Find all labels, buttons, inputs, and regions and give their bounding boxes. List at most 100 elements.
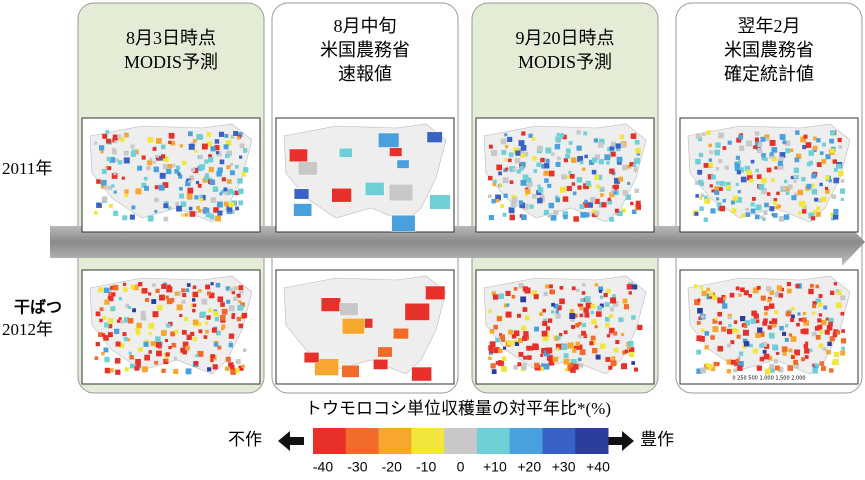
legend-tick-label: 0 <box>457 459 465 475</box>
map-cell <box>592 348 597 353</box>
map-cell <box>168 346 171 349</box>
map-cell <box>506 303 509 306</box>
map-cell <box>142 156 146 160</box>
map-cell <box>154 210 157 213</box>
map-cell <box>225 154 229 158</box>
map-cell <box>141 315 147 321</box>
map-cell <box>591 304 596 309</box>
map-cell <box>726 185 731 190</box>
map-cell <box>488 194 492 198</box>
map-cell <box>744 325 747 328</box>
map-cell <box>240 144 245 149</box>
legend-swatch <box>379 428 412 454</box>
map-cell <box>378 133 399 148</box>
map-cell <box>791 336 797 342</box>
map-cell <box>816 206 820 210</box>
map-cell <box>812 304 816 308</box>
map-cell <box>757 174 762 179</box>
map-cell <box>699 336 705 342</box>
map-cell <box>741 213 745 217</box>
map-cell <box>704 196 707 199</box>
map-cell <box>114 191 117 194</box>
map-cell <box>834 282 837 285</box>
map-cell <box>740 287 745 292</box>
left-arrow <box>278 431 304 451</box>
map-cell <box>342 365 360 377</box>
map-cell <box>569 313 575 319</box>
map-cell <box>149 158 152 161</box>
map-cell <box>631 361 635 365</box>
legend-swatch <box>477 428 510 454</box>
map-cell <box>802 209 806 213</box>
map-cell <box>509 207 515 213</box>
map-cell <box>746 212 751 217</box>
map-cell <box>601 202 606 207</box>
map-cell <box>732 328 736 332</box>
map-cell <box>210 359 213 362</box>
map-cell <box>241 172 246 177</box>
map-cell <box>546 159 550 163</box>
map-cell <box>225 367 229 371</box>
map-cell <box>628 341 634 347</box>
map-cell <box>751 160 755 164</box>
map-cell <box>146 166 150 170</box>
map-cell <box>549 171 555 177</box>
map-cell <box>764 158 767 161</box>
map-cell <box>585 296 591 302</box>
map-cell <box>149 332 152 335</box>
map-cell <box>100 150 103 153</box>
map-cell <box>496 199 500 203</box>
map-cell <box>175 330 179 334</box>
map-cell <box>841 347 845 351</box>
map-cell <box>425 286 445 300</box>
row-label: 2012年 <box>2 320 53 339</box>
map-cell <box>542 321 547 326</box>
map-cell <box>124 337 128 341</box>
map-cell <box>134 366 139 371</box>
map-cell <box>829 139 834 144</box>
map-cell <box>174 357 177 360</box>
map-cell <box>582 168 585 171</box>
map-cell <box>787 289 792 294</box>
map-cell <box>94 142 97 145</box>
map-cell <box>704 218 708 222</box>
map <box>276 118 454 232</box>
map-cell <box>600 189 603 192</box>
map-cell <box>751 319 756 324</box>
map-cell <box>510 180 514 184</box>
legend-tick-label: -20 <box>382 459 402 475</box>
map-cell <box>557 336 561 340</box>
map-cell <box>696 133 701 138</box>
map-cell <box>770 368 774 372</box>
map-cell <box>161 145 166 150</box>
map-cell <box>767 168 772 173</box>
map-cell <box>774 359 778 363</box>
map-cell <box>204 159 208 163</box>
map-cell <box>746 170 752 176</box>
map-cell <box>591 311 594 314</box>
map-cell <box>708 163 713 168</box>
map-cell <box>591 336 596 341</box>
column-header: MODIS予測 <box>518 52 612 72</box>
map-cell <box>106 139 111 144</box>
map-cell <box>838 145 842 149</box>
map-cell <box>578 304 581 307</box>
map-cell <box>503 213 507 217</box>
map-cell <box>193 285 197 289</box>
map-cell <box>760 357 765 362</box>
map-cell <box>196 206 200 210</box>
map-cell <box>195 354 198 357</box>
map-cell <box>542 331 548 337</box>
map-cell <box>96 203 101 208</box>
map-cell <box>198 184 202 188</box>
map-cell <box>172 164 176 168</box>
map-cell <box>700 367 706 373</box>
map-cell <box>821 320 826 325</box>
map-cell <box>841 179 845 183</box>
map-cell <box>157 305 162 310</box>
map-cell <box>488 357 491 360</box>
map-cell <box>196 134 202 140</box>
map-cell <box>517 362 521 366</box>
map-cell <box>222 309 228 315</box>
map-cell <box>189 207 193 211</box>
